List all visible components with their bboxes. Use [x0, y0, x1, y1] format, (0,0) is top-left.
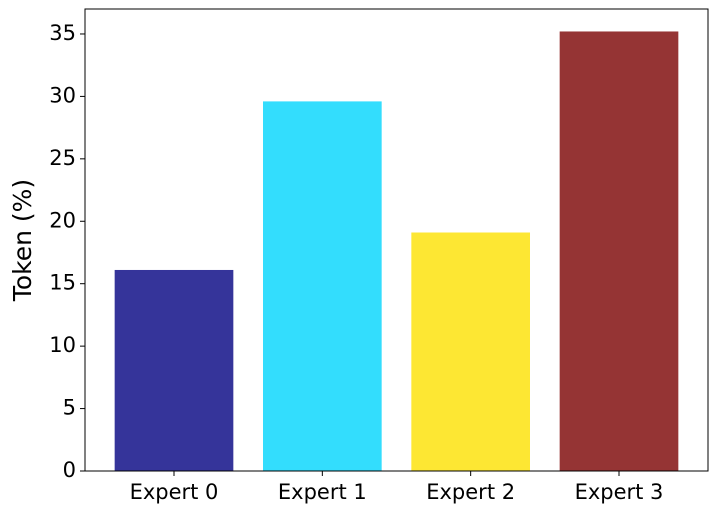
bar	[411, 232, 530, 471]
y-tick-label: 35	[49, 21, 76, 45]
bar	[114, 269, 234, 471]
x-tick-label: Expert 1	[278, 480, 367, 504]
x-tick-label: Expert 0	[130, 480, 219, 504]
x-tick-label: Expert 2	[426, 480, 515, 504]
y-tick-label: 25	[49, 146, 76, 170]
x-tick-label: Expert 3	[575, 480, 664, 504]
bar	[559, 31, 679, 471]
y-tick-label: 5	[63, 396, 76, 420]
y-tick-label: 0	[63, 458, 76, 482]
y-tick-label: 15	[49, 271, 76, 295]
y-tick-label: 10	[49, 333, 76, 357]
bar	[263, 101, 382, 472]
y-tick-label: 30	[49, 83, 76, 107]
y-axis-label: Token (%)	[8, 179, 37, 302]
plot-frame	[84, 8, 709, 472]
y-tick-label: 20	[49, 208, 76, 232]
